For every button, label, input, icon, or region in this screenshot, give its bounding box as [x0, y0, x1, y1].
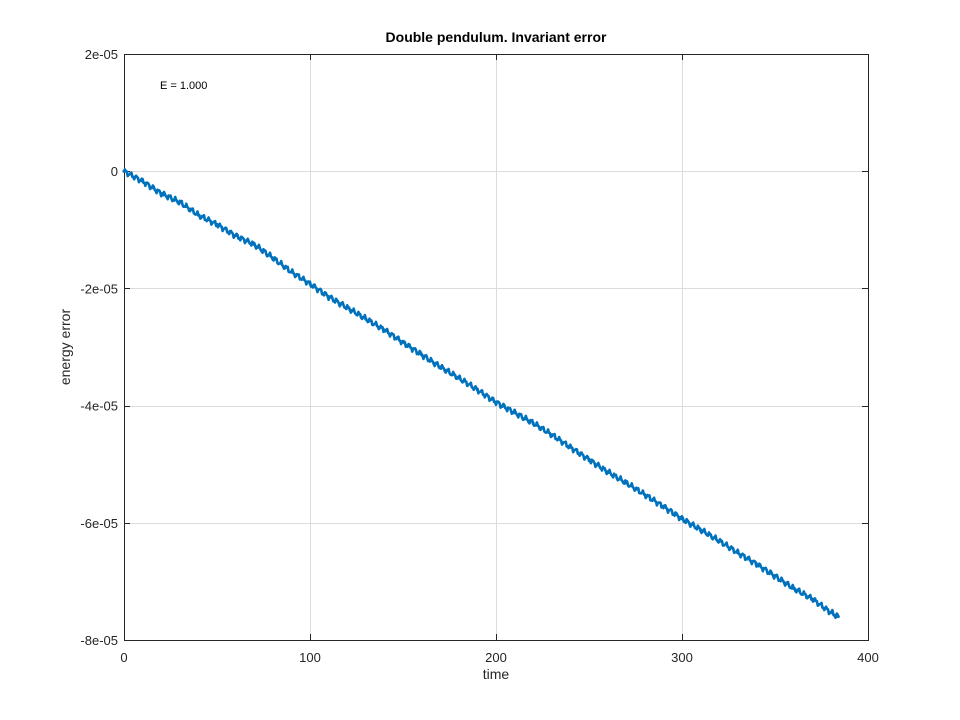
- data-point: [531, 421, 535, 425]
- data-point: [289, 270, 293, 274]
- x-tick-label: 100: [299, 650, 321, 665]
- x-tick-label: 400: [857, 650, 879, 665]
- y-axis-label: energy error: [57, 309, 73, 386]
- data-point: [215, 222, 219, 227]
- y-tick-label: -8e-05: [80, 633, 118, 648]
- data-point: [717, 539, 721, 543]
- data-point: [680, 517, 684, 521]
- data-point: [122, 169, 126, 173]
- y-tick-label: -6e-05: [80, 516, 118, 531]
- x-tick-label: 200: [485, 650, 507, 665]
- data-point: [196, 213, 200, 217]
- data-point: [836, 614, 840, 619]
- data-point: [178, 200, 182, 204]
- data-point: [252, 242, 256, 247]
- data-point: [587, 457, 591, 462]
- data-point: [141, 179, 145, 183]
- data-point: [345, 306, 349, 310]
- data-point: [159, 191, 163, 196]
- data-point: [643, 493, 647, 497]
- data-point: [364, 317, 368, 321]
- data-point: [829, 610, 833, 615]
- x-tick-label: 300: [671, 650, 693, 665]
- data-point: [661, 504, 666, 508]
- data-point: [792, 586, 796, 591]
- data-point: [699, 528, 703, 532]
- energy-annotation: E = 1.000: [160, 80, 207, 92]
- data-point: [382, 328, 386, 332]
- y-tick-label: 0: [111, 164, 118, 179]
- data-point: [420, 353, 424, 357]
- x-tick-label: 0: [120, 650, 127, 665]
- data-point: [308, 282, 312, 286]
- data-point: [550, 433, 554, 437]
- data-point: [475, 388, 479, 392]
- y-tick-label: -2e-05: [80, 281, 118, 296]
- data-point: [401, 340, 405, 344]
- data-point: [271, 256, 275, 260]
- data-point: [457, 376, 461, 380]
- data-point: [606, 470, 610, 474]
- chart-title: Double pendulum. Invariant error: [386, 29, 607, 45]
- y-tick-label: 2e-05: [85, 47, 118, 62]
- data-point: [736, 551, 740, 555]
- data-point: [438, 365, 442, 369]
- series-layer: [122, 168, 840, 620]
- data-point: [327, 295, 331, 299]
- series-line: [122, 168, 840, 620]
- data-point: [568, 445, 573, 449]
- data-point: [754, 562, 759, 566]
- data-point: [773, 574, 777, 578]
- x-axis-label: time: [483, 666, 510, 682]
- data-point: [494, 400, 498, 404]
- data-point: [624, 481, 628, 485]
- grid: [124, 54, 869, 641]
- data-point: [810, 597, 814, 601]
- axis-ticks: 0 100 200 300 400 2e-05 0 -2e-05 -4e-05 -6e-05 -8e…: [80, 47, 878, 665]
- data-point: [513, 411, 517, 415]
- data-point: [234, 234, 238, 238]
- y-tick-label: -4e-05: [80, 399, 118, 414]
